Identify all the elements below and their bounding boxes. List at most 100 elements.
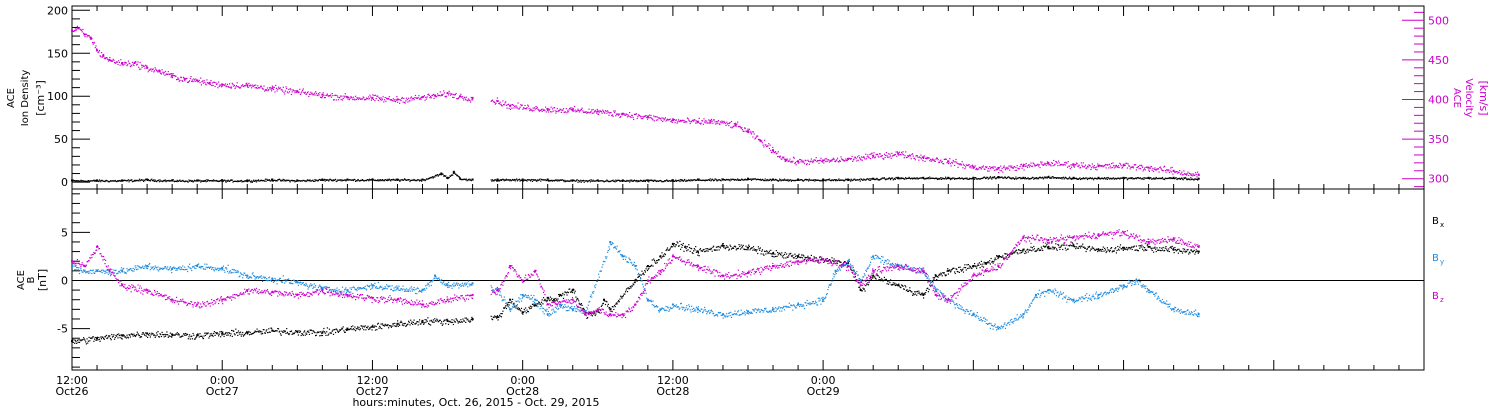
b-series-bx-sample bbox=[884, 277, 885, 278]
density-series-sample bbox=[400, 180, 401, 181]
b-series-bx-sample bbox=[752, 250, 753, 251]
b-series-bx-sample bbox=[387, 325, 388, 326]
velocity-series-sample bbox=[1034, 164, 1035, 165]
density-series-sample bbox=[526, 181, 527, 182]
velocity-series-sample bbox=[466, 97, 467, 98]
velocity-series-sample bbox=[314, 93, 315, 94]
b-series-bx-sample bbox=[807, 256, 808, 257]
b-series-bx-sample bbox=[685, 246, 686, 247]
velocity-series-sample bbox=[504, 102, 505, 103]
velocity-series-sample bbox=[726, 122, 727, 123]
b-series-bx-sample bbox=[898, 285, 899, 286]
velocity-series-sample bbox=[670, 119, 671, 120]
b-series-bx-sample bbox=[132, 334, 133, 335]
velocity-series-sample bbox=[1086, 167, 1087, 168]
velocity-series-sample bbox=[890, 155, 891, 156]
velocity-series-sample bbox=[776, 153, 777, 154]
density-series-sample bbox=[557, 180, 558, 181]
velocity-series-sample bbox=[621, 114, 622, 115]
velocity-series-sample bbox=[615, 115, 616, 116]
b-series-bx-sample bbox=[991, 258, 992, 259]
density-series-sample bbox=[679, 180, 680, 181]
b-series-bx-sample bbox=[162, 332, 163, 333]
left-tick-label: 100 bbox=[47, 90, 68, 103]
velocity-series-sample bbox=[1001, 170, 1002, 171]
left-ylabel-line: Ion Density bbox=[20, 70, 31, 127]
b-series-bx-sample bbox=[376, 329, 377, 330]
velocity-series-sample bbox=[228, 87, 229, 88]
b-series-bx-sample bbox=[993, 261, 994, 262]
velocity-series-sample bbox=[955, 159, 956, 160]
velocity-series-sample bbox=[542, 111, 543, 112]
b-series-bx-sample bbox=[792, 255, 793, 256]
density-series-sample bbox=[940, 177, 941, 178]
b-series-bx-sample bbox=[270, 332, 271, 333]
velocity-series-sample bbox=[735, 123, 736, 124]
b-series-bx-sample bbox=[529, 308, 530, 309]
b-series-bx-sample bbox=[491, 316, 492, 317]
density-series-sample bbox=[314, 181, 315, 182]
b-series-bx-sample bbox=[955, 273, 956, 274]
velocity-series-sample bbox=[772, 147, 773, 148]
b-series-bx-sample bbox=[416, 323, 417, 324]
velocity-series-sample bbox=[534, 107, 535, 108]
velocity-series-sample bbox=[815, 160, 816, 161]
velocity-series-sample bbox=[240, 87, 241, 88]
velocity-series-sample bbox=[997, 167, 998, 168]
b-series-bx-sample bbox=[717, 250, 718, 251]
velocity-series-sample bbox=[705, 122, 706, 123]
b-series-bx-sample bbox=[390, 325, 391, 326]
velocity-series-sample bbox=[334, 99, 335, 100]
b-series-bx-sample bbox=[379, 326, 380, 327]
right-tick-label: 400 bbox=[1428, 93, 1449, 106]
velocity-series-sample bbox=[112, 61, 113, 62]
velocity-series-sample bbox=[343, 98, 344, 99]
velocity-series-sample bbox=[896, 156, 897, 157]
b-series-bx-sample bbox=[376, 326, 377, 327]
b-series-bx-sample bbox=[299, 332, 300, 333]
velocity-series-sample bbox=[768, 143, 769, 144]
b-series-bx-sample bbox=[139, 335, 140, 336]
b-series-bx-sample bbox=[511, 301, 512, 302]
b-series-bx-sample bbox=[938, 277, 939, 278]
b-series-bx-sample bbox=[687, 246, 688, 247]
b-series-bx-sample bbox=[865, 285, 866, 286]
velocity-series-sample bbox=[675, 122, 676, 123]
velocity-series-sample bbox=[137, 64, 138, 65]
velocity-series-sample bbox=[97, 50, 98, 51]
velocity-series-sample bbox=[858, 155, 859, 156]
velocity-series-sample bbox=[215, 86, 216, 87]
density-series-sample bbox=[1132, 177, 1133, 178]
b-series-bx-sample bbox=[909, 287, 910, 288]
velocity-series-sample bbox=[859, 157, 860, 158]
velocity-series-sample bbox=[126, 62, 127, 63]
velocity-series-sample bbox=[186, 78, 187, 79]
velocity-series-sample bbox=[969, 164, 970, 165]
b-series-bx-sample bbox=[327, 327, 328, 328]
velocity-series-sample bbox=[633, 117, 634, 118]
density-series-sample bbox=[151, 179, 152, 180]
density-series-sample bbox=[325, 180, 326, 181]
velocity-series-sample bbox=[235, 88, 236, 89]
velocity-series-sample bbox=[537, 107, 538, 108]
b-series-bx-sample bbox=[1050, 248, 1051, 249]
b-series-bx-sample bbox=[1124, 247, 1125, 248]
velocity-series-sample bbox=[641, 116, 642, 117]
b-series-bx-sample bbox=[266, 329, 267, 330]
density-series-sample bbox=[452, 175, 453, 176]
b-series-bx-sample bbox=[516, 305, 517, 306]
density-series-sample bbox=[459, 177, 460, 178]
velocity-series-sample bbox=[1039, 164, 1040, 165]
density-series-sample bbox=[917, 177, 918, 178]
b-series-bx-sample bbox=[110, 338, 111, 339]
velocity-series-sample bbox=[677, 121, 678, 122]
b-series-bx-sample bbox=[994, 259, 995, 260]
velocity-series-sample bbox=[318, 93, 319, 94]
velocity-series-sample bbox=[987, 170, 988, 171]
velocity-series-point bbox=[597, 110, 599, 112]
velocity-series-sample bbox=[559, 110, 560, 111]
b-series-bx-sample bbox=[583, 308, 584, 309]
b-series-bx-sample bbox=[268, 328, 269, 329]
b-series-bx-sample bbox=[93, 336, 94, 337]
velocity-series-sample bbox=[1005, 169, 1006, 170]
